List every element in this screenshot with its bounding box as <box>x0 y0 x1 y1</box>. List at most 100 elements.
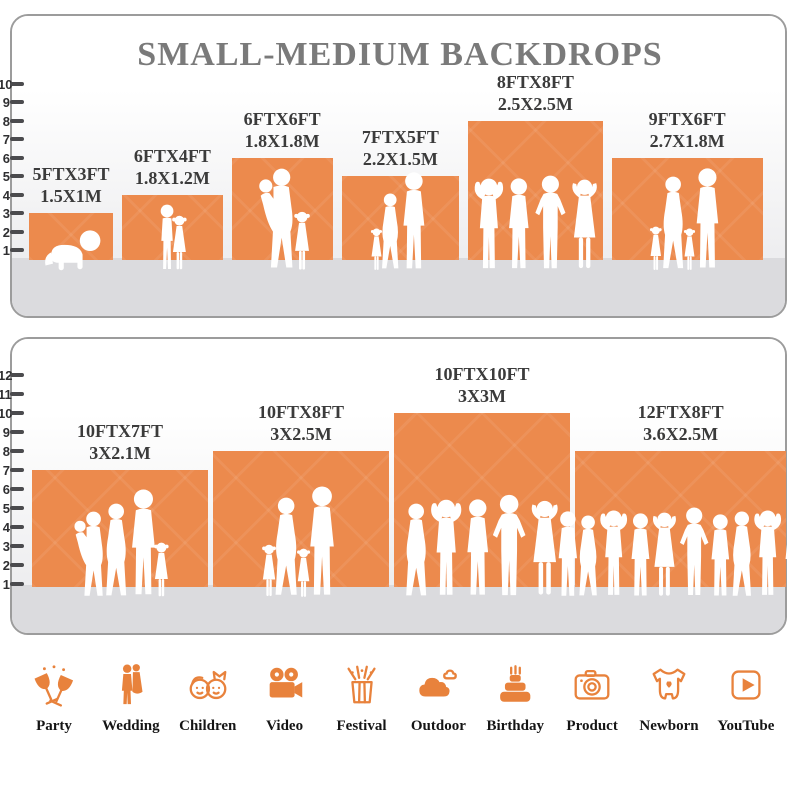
ruler-number: 10 <box>0 406 13 421</box>
backdrop-size-m: 1.5X1M <box>40 186 102 207</box>
floor-strip <box>12 258 785 316</box>
ruler-number: 9 <box>2 95 10 110</box>
backdrop-box <box>575 451 787 587</box>
ruler-tick <box>10 468 24 472</box>
ruler-number: 6 <box>2 482 10 497</box>
ruler-tick <box>10 582 24 586</box>
backdrop-label: 6FTX4FT 1.8X1.2M <box>134 146 211 190</box>
ruler-number: 3 <box>2 206 10 221</box>
backdrop-size-ft: 6FTX6FT <box>243 108 321 129</box>
ruler-number: 4 <box>2 187 10 203</box>
backdrop-size-ft: 12FTX8FT <box>637 402 724 423</box>
category-bar: Party Wedding Children Video Festival Outdoor… <box>18 662 782 735</box>
backdrop-size-m: 2.7X1.8M <box>649 130 725 151</box>
ruler-number: 10 <box>0 76 13 92</box>
category-label: Video <box>266 718 304 734</box>
backdrop-size-m: 1.8X1.8M <box>244 130 320 151</box>
backdrop-label: 9FTX6FT 2.7X1.8M <box>649 109 726 153</box>
backdrop-label: 8FTX8FT 2.5X2.5M <box>497 72 574 116</box>
video-icon <box>262 662 308 708</box>
backdrop-box <box>341 176 460 260</box>
ruler-tick <box>10 487 24 491</box>
ruler-tick <box>10 211 24 215</box>
backdrop-size-m: 2.2X1.5M <box>362 149 438 170</box>
backdrop-size-m: 2.5X2.5M <box>497 93 573 114</box>
backdrop-size-m: 3X3M <box>457 386 506 407</box>
category-item-newborn: Newborn <box>633 662 705 735</box>
ruler-number: 9 <box>2 425 10 440</box>
ruler-number: 6 <box>2 150 10 166</box>
backdrop-label: 7FTX5FT 2.2X1.5M <box>362 127 439 171</box>
category-item-festival: Festival <box>326 662 398 735</box>
category-label: Party <box>36 718 72 734</box>
category-item-outdoor: Outdoor <box>402 662 474 735</box>
ruler-tick <box>10 192 24 197</box>
ruler-number: 7 <box>2 463 10 478</box>
backdrop-box <box>122 194 223 260</box>
category-item-children: Children <box>172 662 244 735</box>
ruler-tick <box>10 525 24 529</box>
backdrop-size-m: 1.8X1.2M <box>134 167 210 188</box>
wedding-icon <box>108 662 154 708</box>
ruler-number: 7 <box>2 132 10 147</box>
category-label: Outdoor <box>410 718 466 734</box>
backdrop-size-ft: 8FTX8FT <box>496 71 574 92</box>
category-item-product: Product <box>556 662 628 735</box>
ruler-number: 1 <box>2 243 10 258</box>
festival-icon <box>339 662 385 708</box>
backdrop-size-ft: 5FTX3FT <box>32 164 110 185</box>
ruler-number: 1 <box>2 577 10 592</box>
backdrop-size-ft: 9FTX6FT <box>648 108 726 129</box>
backdrop-box <box>213 451 389 587</box>
children-icon <box>185 662 231 708</box>
ruler-number: 11 <box>0 387 12 402</box>
category-item-youtube: YouTube <box>710 662 782 735</box>
category-item-video: Video <box>249 662 321 735</box>
ruler-tick <box>10 248 24 252</box>
ruler-tick <box>10 118 24 123</box>
category-item-birthday: Birthday <box>479 662 551 735</box>
page-title: SMALL-MEDIUM BACKDROPS <box>137 36 663 73</box>
backdrop-size-m: 3X2.5M <box>270 424 332 445</box>
ruler-number: 12 <box>0 368 13 383</box>
ruler-tick <box>10 81 24 86</box>
product-icon <box>569 662 615 708</box>
newborn-icon <box>646 662 692 708</box>
ruler-tick <box>10 392 24 396</box>
category-label: Festival <box>336 718 387 734</box>
ruler-tick <box>10 563 24 567</box>
ruler-number: 4 <box>2 520 10 535</box>
backdrop-label: 5FTX3FT 1.5X1M <box>32 164 109 208</box>
ruler-tick <box>10 411 24 415</box>
ruler-number: 2 <box>2 224 10 240</box>
backdrop-box <box>394 413 570 587</box>
backdrop-label: 6FTX6FT 1.8X1.8M <box>244 109 321 153</box>
backdrop-size-m: 3.6X2.5M <box>643 424 719 445</box>
backdrop-size-ft: 6FTX4FT <box>133 145 211 166</box>
category-label: Wedding <box>102 718 160 734</box>
ruler-number: 5 <box>2 169 10 184</box>
party-icon <box>31 662 77 708</box>
ruler-tick <box>10 430 24 434</box>
floor-strip <box>12 585 785 633</box>
category-label: Children <box>179 718 237 734</box>
ruler-tick <box>10 544 24 548</box>
backdrop-size-ft: 10FTX7FT <box>76 421 164 442</box>
backdrop-size-ft: 7FTX5FT <box>361 127 439 148</box>
ruler-tick <box>10 174 24 178</box>
ruler-tick <box>10 506 24 510</box>
backdrop-size-ft: 10FTX8FT <box>257 402 345 423</box>
backdrop-box <box>231 157 333 260</box>
backdrop-box <box>468 120 603 260</box>
ruler-number: 5 <box>2 501 10 516</box>
ruler-number: 2 <box>2 558 10 573</box>
ruler-number: 8 <box>2 444 10 459</box>
backdrop-box <box>611 157 763 260</box>
backdrop-label: 10FTX7FT 3X2.1M <box>77 421 163 465</box>
backdrop-box <box>32 470 208 587</box>
backdrop-size-ft: 10FTX10FT <box>434 364 530 385</box>
backdrop-label: 10FTX8FT 3X2.5M <box>258 402 344 446</box>
backdrop-box <box>29 213 113 260</box>
ruler-tick <box>10 229 24 234</box>
